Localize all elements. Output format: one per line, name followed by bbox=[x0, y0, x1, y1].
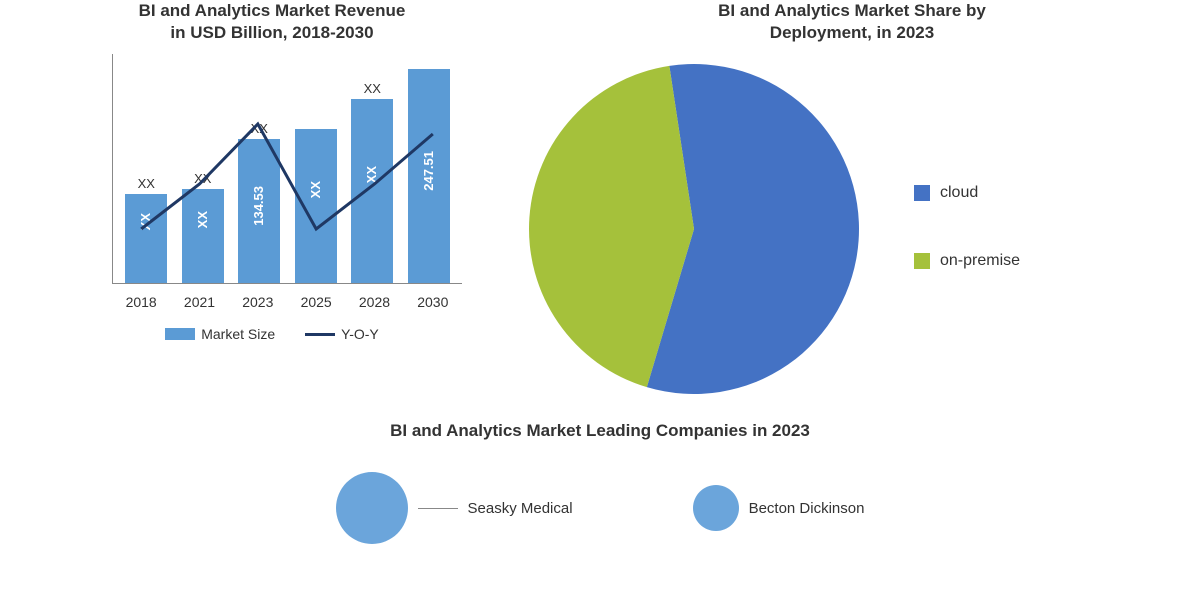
bar-value-label: 247.51 bbox=[421, 151, 436, 191]
pie-legend-label: on-premise bbox=[940, 252, 1020, 270]
pie-chart-panel: BI and Analytics Market Share by Deploym… bbox=[504, 0, 1200, 400]
pie-legend-item-cloud: cloud bbox=[914, 184, 1020, 202]
pie-legend-swatch bbox=[914, 253, 930, 269]
bar-2030: 247.51 bbox=[408, 69, 450, 283]
bar-2025: XX bbox=[295, 129, 337, 283]
bar-chart-title-line1: BI and Analytics Market Revenue bbox=[60, 0, 484, 22]
bar-top-label: XX bbox=[364, 81, 381, 96]
bar-chart-title-line2: in USD Billion, 2018-2030 bbox=[60, 22, 484, 44]
pie-chart-title-line2: Deployment, in 2023 bbox=[524, 22, 1180, 44]
x-tick-label: 2021 bbox=[184, 294, 215, 310]
legend-market-size: Market Size bbox=[165, 326, 275, 342]
companies-title: BI and Analytics Market Leading Companie… bbox=[0, 420, 1200, 442]
bar-chart-panel: BI and Analytics Market Revenue in USD B… bbox=[0, 0, 504, 400]
pie-chart-area bbox=[524, 54, 864, 399]
company-bubble: Becton Dickinson bbox=[693, 485, 865, 531]
pie-chart-title-line1: BI and Analytics Market Share by bbox=[524, 0, 1180, 22]
bubble-circle-icon bbox=[336, 472, 408, 544]
x-tick-label: 2025 bbox=[301, 294, 332, 310]
bar-value-label: XX bbox=[308, 181, 323, 198]
companies-panel: BI and Analytics Market Leading Companie… bbox=[0, 400, 1200, 544]
bar-top-label: XX bbox=[194, 171, 211, 186]
companies-bubbles: Seasky Medical Becton Dickinson bbox=[0, 472, 1200, 544]
bar-chart-title: BI and Analytics Market Revenue in USD B… bbox=[60, 0, 484, 44]
company-label: Seasky Medical bbox=[468, 500, 573, 517]
bar-2021: XXXX bbox=[182, 189, 224, 284]
bar-chart-legend: Market Size Y-O-Y bbox=[60, 326, 484, 342]
bar-x-axis-labels: 2018 2021 2023 2025 2028 2030 bbox=[112, 294, 462, 310]
pie-legend-swatch bbox=[914, 185, 930, 201]
pie-svg bbox=[524, 54, 864, 394]
pie-chart-legend: cloud on-premise bbox=[864, 54, 1020, 399]
bar-value-label: XX bbox=[195, 211, 210, 228]
bar-top-label: XX bbox=[251, 121, 268, 136]
bar-chart-area: XXXXXXXX134.53XXXXXXXX247.51 20182021202… bbox=[82, 54, 462, 314]
bar-2018: XXXX bbox=[125, 194, 167, 284]
bar-value-label: XX bbox=[364, 166, 379, 183]
legend-bar-swatch bbox=[165, 328, 195, 340]
x-tick-label: 2028 bbox=[359, 294, 390, 310]
x-tick-label: 2018 bbox=[126, 294, 157, 310]
bar-top-label: XX bbox=[138, 176, 155, 191]
bubble-circle-icon bbox=[693, 485, 739, 531]
legend-line-label: Y-O-Y bbox=[341, 326, 379, 342]
x-tick-label: 2023 bbox=[242, 294, 273, 310]
company-bubble: Seasky Medical bbox=[336, 472, 573, 544]
pie-chart-title: BI and Analytics Market Share by Deploym… bbox=[524, 0, 1180, 44]
company-label: Becton Dickinson bbox=[749, 500, 865, 517]
x-tick-label: 2030 bbox=[417, 294, 448, 310]
legend-bar-label: Market Size bbox=[201, 326, 275, 342]
bar-value-label: 134.53 bbox=[251, 186, 266, 226]
bar-2028: XXXX bbox=[351, 99, 393, 283]
pie-legend-label: cloud bbox=[940, 184, 978, 202]
bar-value-label: XX bbox=[138, 213, 153, 230]
legend-line-swatch bbox=[305, 333, 335, 336]
legend-yoy: Y-O-Y bbox=[305, 326, 379, 342]
pie-legend-item-on-premise: on-premise bbox=[914, 252, 1020, 270]
bar-2023: 134.53XX bbox=[238, 139, 280, 283]
bubble-connector bbox=[418, 508, 458, 509]
